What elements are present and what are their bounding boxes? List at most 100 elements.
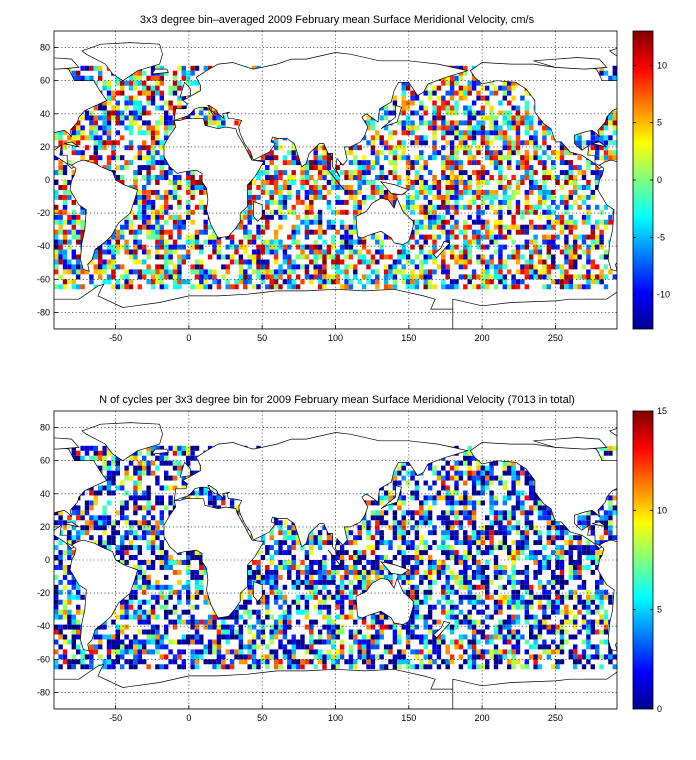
landmass: [54, 57, 80, 70]
bin-cell: [581, 214, 587, 220]
bin-cell: [586, 629, 591, 635]
bin-cell: [155, 214, 160, 220]
bin-cell: [458, 120, 464, 126]
bin-cell: [529, 239, 534, 245]
bin-cell: [203, 649, 208, 655]
bin-cell: [142, 584, 147, 590]
bin-cell: [375, 274, 380, 280]
bin-cell: [366, 249, 371, 255]
bin-cell: [357, 259, 362, 265]
bin-cell: [207, 234, 213, 240]
bin-cell: [300, 165, 305, 171]
bin-cell: [102, 105, 107, 111]
bin-cell: [247, 629, 252, 635]
bin-cell: [419, 659, 424, 665]
bin-cell: [278, 214, 283, 220]
y-tick-label: 60: [40, 76, 50, 86]
bin-cell: [159, 279, 164, 285]
bin-cell: [493, 155, 499, 161]
bin-cell: [383, 274, 389, 280]
bin-cell: [353, 639, 358, 645]
bin-cell: [194, 185, 200, 190]
bin-cell: [520, 264, 525, 270]
bin-cell: [599, 599, 604, 605]
bin-cell: [471, 634, 477, 640]
bin-cell: [128, 229, 134, 235]
bin-cell: [120, 175, 125, 180]
bin-cell: [111, 274, 116, 280]
bin-cell: [243, 269, 248, 275]
bin-cell: [493, 234, 499, 240]
bin-cell: [313, 219, 318, 225]
bin-cell: [115, 614, 120, 620]
bin-cell: [269, 244, 274, 250]
bin-cell: [471, 664, 477, 670]
bin-cell: [71, 614, 76, 620]
bin-cell: [106, 85, 112, 91]
bin-cell: [177, 105, 182, 111]
bin-cell: [595, 264, 600, 270]
bin-cell: [168, 619, 173, 625]
bin-cell: [449, 599, 455, 605]
bin-cell: [71, 140, 76, 146]
bin-cell: [216, 654, 222, 660]
bin-cell: [599, 234, 604, 240]
bin-cell: [427, 639, 433, 645]
bin-cell: [207, 269, 213, 275]
bin-cell: [432, 180, 437, 185]
bin-cell: [54, 599, 59, 605]
bin-cell: [489, 204, 494, 210]
bin-cell: [463, 229, 468, 235]
bin-cell: [524, 244, 529, 250]
bin-cell: [287, 254, 292, 260]
bin-cell: [190, 244, 195, 250]
bin-cell: [282, 160, 288, 166]
bin-cell: [427, 594, 433, 600]
bin-cell: [366, 584, 371, 590]
bin-cell: [436, 150, 442, 156]
bin-cell: [287, 185, 292, 190]
bin-cell: [463, 274, 468, 280]
bin-cell: [159, 654, 164, 660]
bin-cell: [353, 619, 358, 625]
bin-cell: [133, 654, 138, 660]
bin-cell: [265, 599, 270, 605]
bin-cell: [542, 125, 547, 131]
bin-cell: [177, 185, 182, 190]
bin-cell: [441, 594, 446, 600]
bin-cell: [186, 584, 191, 590]
bin-cell: [568, 649, 573, 655]
bin-cell: [67, 264, 72, 270]
bin-cell: [590, 654, 595, 660]
bin-cell: [432, 659, 437, 665]
bin-cell: [581, 284, 587, 290]
bin-cell: [401, 249, 406, 255]
bin-cell: [159, 95, 164, 101]
bin-cell: [397, 259, 402, 265]
bin-cell: [186, 204, 191, 210]
bin-cell: [146, 189, 151, 195]
bin-cell: [423, 254, 428, 260]
bin-cell: [181, 115, 186, 121]
bin-cell: [159, 644, 164, 650]
bin-cell: [445, 284, 450, 290]
bin-cell: [71, 249, 76, 255]
bin-cell: [590, 135, 595, 141]
bin-cell: [397, 120, 402, 126]
bin-cell: [256, 269, 261, 275]
bin-cell: [432, 634, 437, 640]
bin-cell: [573, 624, 578, 630]
bin-cell: [590, 274, 595, 280]
bin-cell: [410, 120, 415, 126]
bin-cell: [229, 624, 235, 630]
bin-cell: [155, 150, 160, 156]
bin-cell: [164, 175, 169, 180]
bin-cell: [599, 65, 604, 71]
bin-cell: [401, 100, 406, 106]
bin-cell: [120, 629, 125, 635]
bin-cell: [172, 219, 178, 225]
bin-cell: [322, 284, 327, 290]
bin-cell: [133, 170, 138, 176]
bin-cell: [287, 175, 292, 180]
bin-cell: [401, 274, 406, 280]
